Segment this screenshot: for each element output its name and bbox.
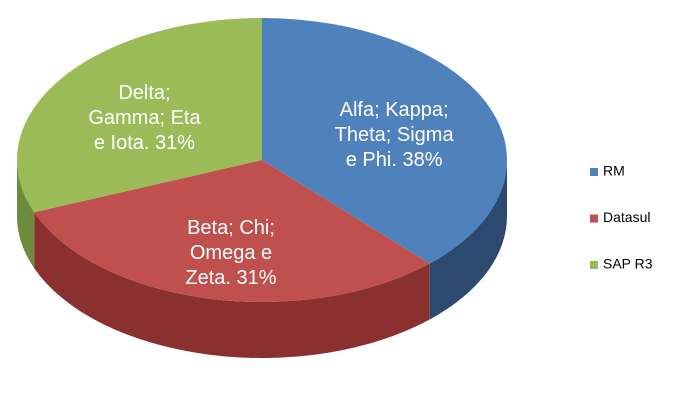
- legend-label: RM: [603, 163, 625, 179]
- data-label: Alfa; Kappa;: [340, 99, 449, 121]
- slice: [34, 160, 430, 302]
- legend-label: SAP R3: [603, 256, 653, 272]
- slice: [262, 18, 507, 264]
- data-label: Beta; Chi;: [187, 217, 275, 239]
- slice-side: [429, 160, 507, 320]
- data-label: Theta; Sigma: [335, 124, 455, 146]
- slice: [16, 18, 262, 213]
- data-label: Delta;: [118, 82, 170, 104]
- data-label: e Phi. 38%: [346, 149, 443, 171]
- legend-swatch: [590, 261, 598, 269]
- data-label: Zeta. 31%: [185, 267, 276, 289]
- slice-side: [17, 160, 35, 269]
- slice-side: [34, 212, 430, 358]
- data-label: e Iota. 31%: [94, 132, 195, 154]
- legend-label: Datasul: [603, 209, 650, 225]
- legend-swatch: [590, 168, 598, 176]
- legend-swatch: [590, 214, 598, 223]
- data-label: Omega e: [190, 242, 272, 264]
- data-label: Gamma; Eta: [88, 107, 201, 129]
